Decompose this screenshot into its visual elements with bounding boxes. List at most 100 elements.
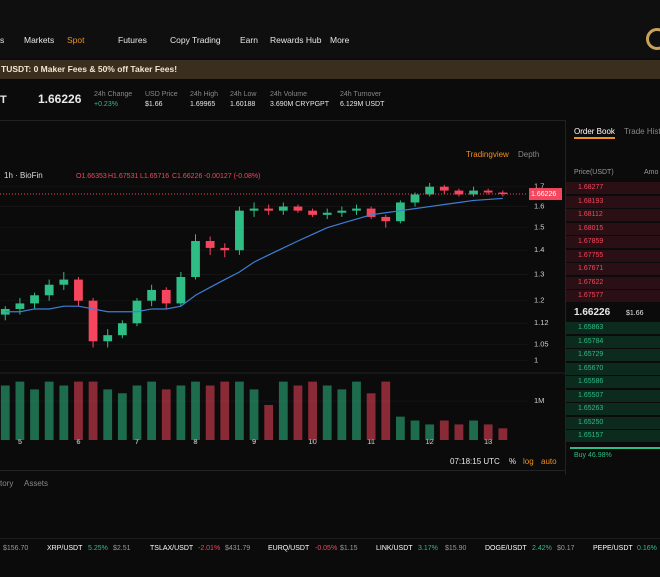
log-toggle[interactable]: log [523, 457, 534, 466]
volume-bar [483, 424, 493, 440]
nav-item[interactable]: s [0, 35, 5, 45]
volume-bar [30, 389, 39, 440]
volume-bar [410, 420, 420, 440]
candle-body [278, 206, 288, 211]
ask-row-bg [566, 249, 660, 262]
divider [0, 538, 660, 539]
ticker-symbol[interactable]: T [0, 94, 7, 106]
candle-body [74, 279, 83, 301]
candle-body [235, 210, 244, 251]
strip-pair[interactable]: LINK/USDT [376, 545, 413, 552]
candle-body [425, 186, 435, 195]
candle-body [44, 284, 54, 296]
candle-body [293, 206, 303, 211]
candle-body [396, 202, 405, 222]
volume-bar [235, 381, 244, 440]
ohlc-value: O1.66353 [76, 173, 107, 180]
candle-body [410, 194, 420, 203]
bid-row-bg [566, 376, 660, 388]
buy-ratio: Buy 46.98% [574, 452, 612, 459]
strip-change: 5.25% [88, 545, 108, 552]
y-tick-label: 1.12 [534, 318, 549, 327]
last-price-box [529, 188, 562, 201]
strip-change: -2.01% [198, 545, 221, 552]
stat-label: 24h Volume [270, 91, 307, 98]
candle-body [220, 247, 230, 251]
volume-bar [132, 385, 142, 440]
volume-bar [74, 381, 83, 440]
nav-item[interactable]: Earn [240, 35, 258, 45]
strip-pair[interactable]: EURQ/USDT [268, 545, 310, 552]
candle-body [381, 216, 391, 222]
candle-body [161, 289, 171, 304]
ask-price: 1.67859 [578, 238, 604, 245]
ask-price: 1.68277 [578, 184, 604, 191]
stat-value: +0.23% [94, 101, 118, 108]
stat-value: 6.129M USDT [340, 101, 385, 108]
bottom-tab[interactable]: tory [0, 479, 14, 488]
volume-bar [15, 381, 25, 440]
candle-body [337, 210, 347, 213]
nav-item[interactable]: Rewards Hub [270, 35, 322, 45]
bid-row-bg [566, 430, 660, 442]
strip-pair[interactable]: PEPE/USDT [593, 545, 633, 552]
order-book-tab[interactable]: Order Book [574, 127, 615, 139]
stat-label: 24h Low [230, 91, 257, 98]
tradingview-tab[interactable]: Tradingview [466, 150, 509, 159]
candle-body [205, 241, 215, 248]
y-tick-label: 1 [534, 355, 538, 364]
x-tick-label: 13 [484, 437, 492, 446]
candle-body [191, 241, 200, 278]
ask-price: 1.68193 [578, 197, 604, 205]
nav-item[interactable]: Markets [24, 35, 55, 45]
ask-row-bg [566, 263, 660, 275]
bottom-tab[interactable]: Assets [24, 479, 49, 488]
ask-row-bg [566, 222, 660, 235]
ohlc-value: L1.65716 [140, 173, 169, 180]
volume-bar [205, 385, 215, 440]
bid-price: 1.65507 [578, 391, 604, 399]
chart: 1h · BioFin O1.66353 H1.67531 L1.65716 C1.66… [0, 171, 565, 446]
volume-bar [264, 404, 274, 440]
logo[interactable] [646, 28, 660, 50]
x-tick-label: 11 [367, 437, 375, 446]
stat-label: USD Price [145, 91, 178, 98]
order-book-tab[interactable]: Trade Hist [624, 127, 660, 136]
depth-tab[interactable]: Depth [518, 150, 540, 159]
strip-pair[interactable]: TSLAX/USDT [150, 545, 194, 552]
volume-bar [176, 385, 186, 440]
volume-bar [59, 385, 69, 440]
nav-item[interactable]: Futures [118, 35, 147, 45]
ohlc-value: H1.67531 [108, 173, 138, 180]
candle-body [117, 323, 127, 336]
stat-label: 24h High [190, 91, 219, 98]
bid-row-bg [566, 362, 660, 375]
y-tick-label: 1.2 [534, 296, 544, 305]
percent-toggle[interactable]: % [509, 457, 517, 466]
strip-price: $431.79 [225, 545, 251, 552]
bid-price: 1.65250 [578, 418, 604, 426]
bid-row-bg [566, 349, 660, 361]
candle-body [147, 289, 156, 301]
y-tick-label: 1.6 [534, 202, 544, 211]
volume-bar [469, 420, 478, 440]
x-tick-label: 8 [193, 437, 197, 446]
strip-change: 3.17% [418, 545, 438, 552]
bid-price: 1.65670 [578, 364, 604, 372]
bid-price: 1.65729 [578, 351, 604, 358]
nav-item[interactable]: Spot [67, 35, 85, 45]
volume-bar [439, 420, 449, 440]
strip-pair[interactable]: XRP/USDT [47, 545, 83, 552]
strip-change: 0.16% [637, 545, 657, 552]
strip-change: 2.42% [532, 545, 552, 552]
auto-toggle[interactable]: auto [541, 457, 557, 466]
ask-row-bg [566, 276, 660, 289]
ask-price: 1.67577 [578, 292, 604, 299]
ask-price: 1.67671 [578, 265, 604, 272]
nav-item[interactable]: Copy Trading [170, 35, 221, 45]
strip-pair[interactable]: DOGE/USDT [485, 545, 527, 552]
ask-row-bg [566, 290, 660, 302]
y-tick-label: 1.3 [534, 269, 544, 278]
volume-bar [425, 424, 435, 440]
nav-item[interactable]: More [330, 35, 350, 45]
